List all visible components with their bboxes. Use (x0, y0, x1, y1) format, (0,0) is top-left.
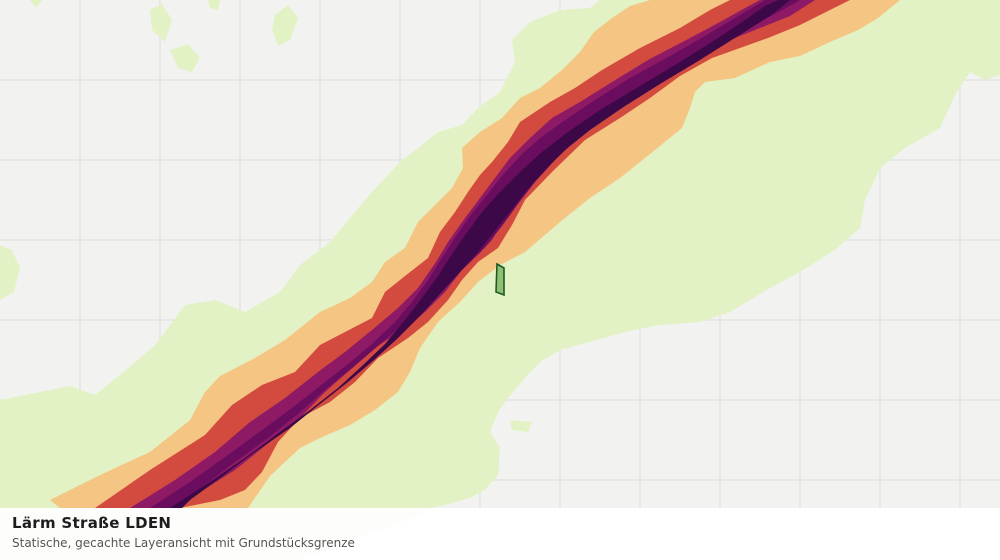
map-caption: Lärm Straße LDEN Statische, gecachte Lay… (0, 508, 1000, 560)
parcel-boundary[interactable] (495, 262, 505, 297)
map-title: Lärm Straße LDEN (12, 514, 172, 532)
map-subtitle: Statische, gecachte Layeransicht mit Gru… (12, 536, 355, 550)
